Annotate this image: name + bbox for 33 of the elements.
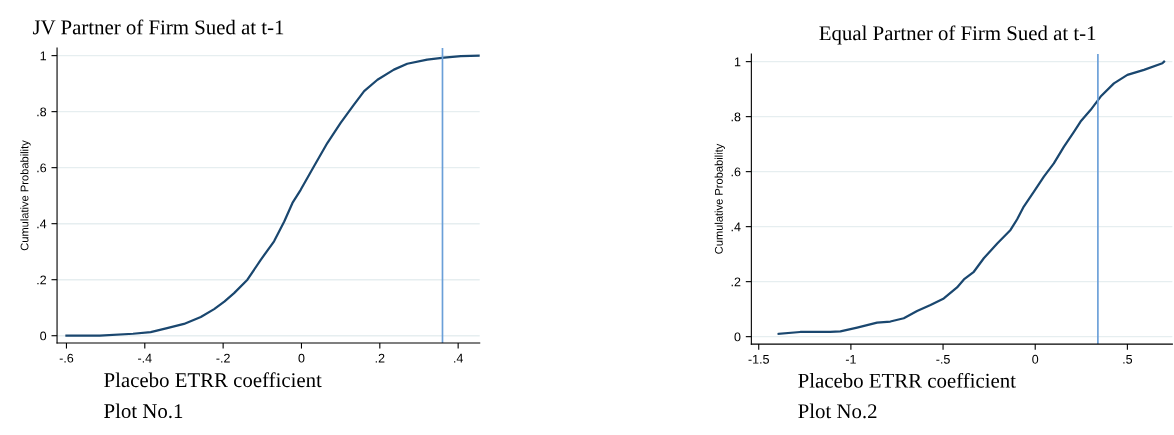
x-tick-label: -1	[845, 354, 856, 364]
y-tick-label: 0	[40, 331, 47, 341]
x-tick-label: .2	[375, 353, 385, 363]
y-tick-label: .6	[731, 167, 741, 177]
chart-title: JV Partner of Firm Sued at t-1	[32, 19, 284, 35]
x-tick-label: 0	[298, 353, 305, 363]
chart-title: Equal Partner of Firm Sued at t-1	[819, 25, 1096, 45]
y-tick-label: .8	[37, 107, 47, 117]
x-tick-label: 0	[1032, 354, 1039, 364]
text: Plot No.2	[798, 403, 877, 419]
y-tick-label: .4	[731, 222, 741, 232]
y-axis-title: Cumulative Probability	[20, 140, 31, 251]
x-axis-title: Placebo ETRR coefficient	[798, 372, 1016, 388]
text: Plot No.1	[104, 403, 183, 419]
y-tick-label: .2	[731, 277, 741, 287]
y-tick-label: .2	[37, 275, 47, 285]
y-tick-label: .6	[37, 163, 47, 173]
x-tick-label: -.4	[138, 353, 152, 363]
x-tick-label: .5	[1123, 354, 1133, 364]
y-tick-label: 0	[734, 332, 741, 342]
y-tick-label: 1	[40, 51, 47, 61]
line-series	[65, 54, 480, 337]
x-tick-label: -.2	[216, 353, 230, 363]
x-tick-label: .4	[454, 353, 463, 363]
y-tick-label: .4	[37, 219, 47, 229]
x-axis-title: Placebo ETRR coefficient	[104, 372, 322, 388]
line-series	[777, 60, 1166, 336]
x-tick-label: -1.5	[748, 354, 769, 364]
y-tick-label: 1	[734, 57, 741, 67]
y-tick-label: .8	[731, 112, 741, 122]
x-tick-label: -.6	[59, 353, 74, 363]
x-tick-label: -.5	[936, 354, 950, 364]
y-axis-title: Cumulative Probability	[714, 143, 725, 254]
